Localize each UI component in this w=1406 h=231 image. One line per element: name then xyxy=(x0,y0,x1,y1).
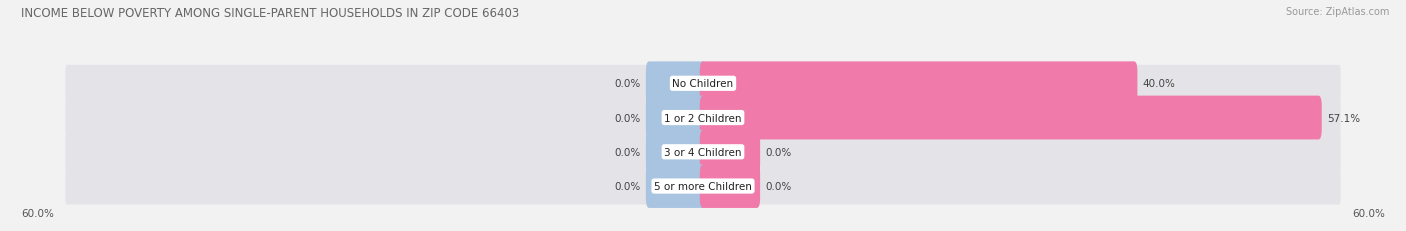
Text: 3 or 4 Children: 3 or 4 Children xyxy=(664,147,742,157)
Text: No Children: No Children xyxy=(672,79,734,89)
Text: 57.1%: 57.1% xyxy=(1327,113,1360,123)
Text: INCOME BELOW POVERTY AMONG SINGLE-PARENT HOUSEHOLDS IN ZIP CODE 66403: INCOME BELOW POVERTY AMONG SINGLE-PARENT… xyxy=(21,7,519,20)
Text: 60.0%: 60.0% xyxy=(21,208,53,218)
FancyBboxPatch shape xyxy=(645,96,706,140)
Text: 0.0%: 0.0% xyxy=(614,79,641,89)
FancyBboxPatch shape xyxy=(700,130,761,174)
FancyBboxPatch shape xyxy=(645,62,706,106)
Text: 0.0%: 0.0% xyxy=(765,181,792,191)
FancyBboxPatch shape xyxy=(700,96,1322,140)
Text: Source: ZipAtlas.com: Source: ZipAtlas.com xyxy=(1285,7,1389,17)
FancyBboxPatch shape xyxy=(645,130,706,174)
Text: 5 or more Children: 5 or more Children xyxy=(654,181,752,191)
FancyBboxPatch shape xyxy=(66,100,1340,137)
Text: 0.0%: 0.0% xyxy=(614,113,641,123)
FancyBboxPatch shape xyxy=(645,164,706,208)
Text: 1 or 2 Children: 1 or 2 Children xyxy=(664,113,742,123)
Text: 60.0%: 60.0% xyxy=(1353,208,1385,218)
Text: 40.0%: 40.0% xyxy=(1143,79,1175,89)
Text: 0.0%: 0.0% xyxy=(614,181,641,191)
Text: 0.0%: 0.0% xyxy=(614,147,641,157)
FancyBboxPatch shape xyxy=(66,168,1340,205)
FancyBboxPatch shape xyxy=(66,134,1340,170)
Text: 0.0%: 0.0% xyxy=(765,147,792,157)
FancyBboxPatch shape xyxy=(700,62,1137,106)
FancyBboxPatch shape xyxy=(700,164,761,208)
FancyBboxPatch shape xyxy=(66,66,1340,102)
